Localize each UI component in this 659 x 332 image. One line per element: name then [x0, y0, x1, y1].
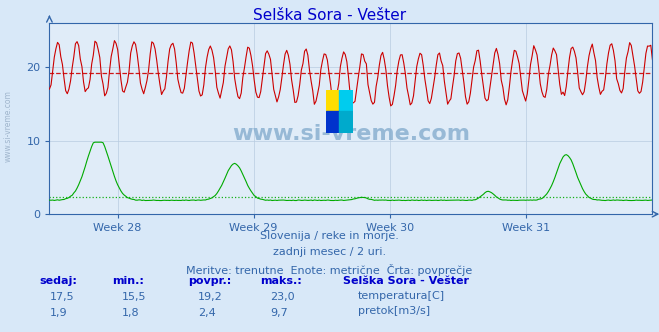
Text: 2,4: 2,4 — [198, 308, 215, 318]
Text: Selška Sora - Vešter: Selška Sora - Vešter — [343, 276, 469, 286]
Text: 23,0: 23,0 — [270, 292, 295, 302]
Bar — [339, 90, 353, 111]
Text: Selška Sora - Vešter: Selška Sora - Vešter — [253, 8, 406, 23]
Text: Meritve: trenutne  Enote: metrične  Črta: povprečje: Meritve: trenutne Enote: metrične Črta: … — [186, 264, 473, 276]
Text: povpr.:: povpr.: — [188, 276, 231, 286]
Bar — [326, 90, 339, 111]
Text: Slovenija / reke in morje.: Slovenija / reke in morje. — [260, 231, 399, 241]
Text: sedaj:: sedaj: — [40, 276, 77, 286]
Text: zadnji mesec / 2 uri.: zadnji mesec / 2 uri. — [273, 247, 386, 257]
Text: pretok[m3/s]: pretok[m3/s] — [358, 306, 430, 316]
Bar — [326, 111, 339, 133]
Text: 9,7: 9,7 — [270, 308, 288, 318]
Text: 17,5: 17,5 — [49, 292, 74, 302]
Text: maks.:: maks.: — [260, 276, 302, 286]
Text: min.:: min.: — [112, 276, 144, 286]
Bar — [339, 111, 353, 133]
Text: 1,9: 1,9 — [49, 308, 67, 318]
Text: 1,8: 1,8 — [122, 308, 140, 318]
Text: 19,2: 19,2 — [198, 292, 223, 302]
Text: www.si-vreme.com: www.si-vreme.com — [232, 124, 470, 144]
Text: www.si-vreme.com: www.si-vreme.com — [3, 90, 13, 162]
Text: temperatura[C]: temperatura[C] — [358, 291, 445, 301]
Text: 15,5: 15,5 — [122, 292, 146, 302]
